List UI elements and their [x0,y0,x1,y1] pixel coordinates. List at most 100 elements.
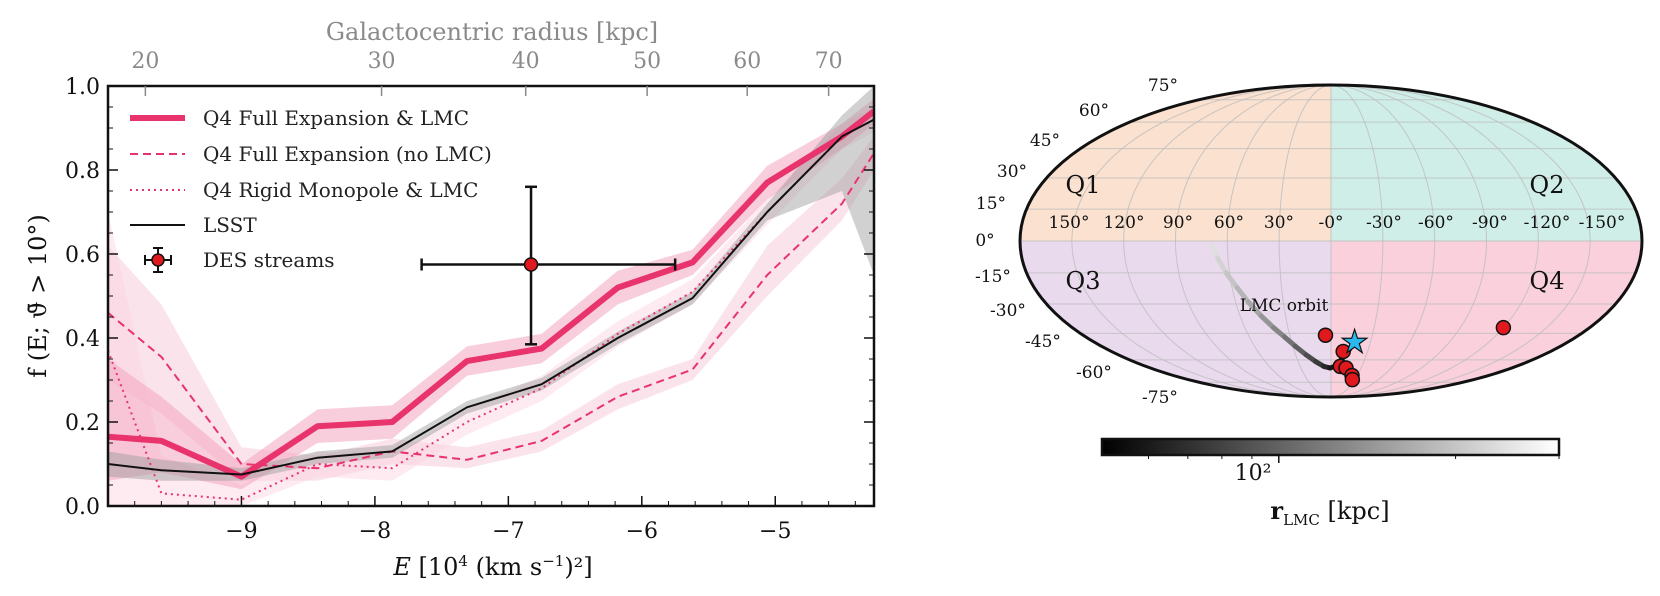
x-axis-label: E [104 (km s−1)²] [392,552,592,581]
left-panel: −9 −8 −7 −6 −5 0.0 0.2 0.4 0.6 0.8 1.0 20 30 40 50 60 70… [24,18,876,581]
colorbar-ticks [1148,455,1560,463]
lon-label: 150° [1049,213,1090,233]
x-tick-label: −8 [359,519,391,544]
orbit-segment [1215,255,1229,276]
orbit-segment [1234,285,1251,305]
des-point [523,257,539,272]
quadrant-label-q1: Q1 [1066,171,1101,199]
colorbar-frame [1100,437,1561,457]
des-stream-point [1495,319,1512,336]
lat-label: 45° [1030,131,1060,151]
top-tick-label: 60 [733,49,761,74]
right-panel: ★ Q1 Q2 Q3 Q4 150° 120° 90° 60° 30° -0° … [975,76,1644,529]
y-tick-label: 0.2 [65,411,100,436]
x-tick-label: −5 [759,519,791,544]
lat-label: -75° [1142,388,1178,408]
des-errorbar [420,185,677,346]
graticule-lon [1330,85,1436,397]
lmc-orbit [1209,242,1358,371]
lat-label: -60° [1076,363,1112,383]
graticule-lon [1226,85,1332,397]
graticule-lon [1330,85,1539,397]
quadrant-q3 [1020,241,1331,397]
lmc-position-star: ★ [1340,323,1369,361]
colorbar-label: rLMC [kpc] [1270,496,1389,529]
lon-label: -30° [1366,213,1402,233]
lat-label: -15° [975,267,1011,287]
legend-label-no-lmc: Q4 Full Expansion (no LMC) [203,142,492,166]
legend: Q4 Full Expansion & LMC Q4 Full Expansio… [130,106,492,273]
colorbar: 10² rLMC [kpc] [1100,437,1561,529]
orbit-segment [1245,299,1264,319]
legend-swatch-des [144,247,172,273]
graticule-lon [1123,85,1332,397]
series-line-0 [108,108,874,480]
x-tick-label: −6 [626,519,658,544]
des-stream-points: ★ [1317,319,1512,388]
lat-label: 30° [997,162,1027,182]
quadrant-label-q2: Q2 [1530,171,1565,199]
y-axis-label: f (E; ϑ̄ > 10°) [24,214,52,378]
graticule-lon [1330,85,1591,397]
mollweide-map: ★ [1020,85,1642,397]
graticule-lon [1330,85,1488,397]
lon-label: 90° [1163,213,1193,233]
top-tick-label: 70 [815,49,843,74]
lon-label: -120° [1524,213,1571,233]
top-tick-label: 30 [368,49,396,74]
quadrant-q4 [1331,241,1642,397]
y-tick-label: 1.0 [65,75,100,100]
graticule-lon [1330,85,1384,397]
lmc-orbit-label: LMC orbit [1240,296,1329,316]
map-outline [1018,83,1644,399]
latitude-labels: 75° 60° 45° 30° 15° 0° -15° -30° -45° -6… [975,76,1178,408]
lat-label: -45° [1025,332,1061,352]
orbit-segment [1223,270,1240,291]
y-tick-label: 0.8 [65,159,100,184]
legend-label-des: DES streams [203,248,335,272]
des-stream-point [1344,371,1361,388]
top-tick-label: 40 [512,49,540,74]
series-line-3 [108,118,874,476]
left-plot-area [108,86,874,506]
lat-label: 75° [1148,76,1178,96]
y-tick-label: 0.4 [65,327,100,352]
map-graticule [1020,85,1642,397]
colorbar-gradient [1102,439,1559,455]
orbit-segment [1258,313,1277,331]
lat-label: 60° [1079,101,1109,121]
top-tick-label: 50 [633,49,661,74]
lon-label: -60° [1418,213,1454,233]
lon-label: -90° [1472,213,1508,233]
y-tick-label: 0.0 [65,495,100,520]
lon-label: 120° [1104,213,1145,233]
series-line-1 [108,152,874,470]
colorbar-tick-label: 10² [1235,461,1272,486]
x-tick-label: −9 [225,519,257,544]
lat-label: 15° [976,194,1006,214]
top-axis-label: Galactocentric radius [kpc] [326,18,658,46]
top-tick-label: 20 [131,49,159,74]
y-tick-label: 0.6 [65,243,100,268]
lat-label: -30° [990,301,1026,321]
des-stream-point [1317,327,1334,343]
legend-label-lsst: LSST [203,213,257,237]
lon-label: 30° [1264,213,1294,233]
lon-label: -0° [1318,213,1343,233]
graticule-lon [1278,85,1332,397]
series-band-3 [108,86,874,481]
lat-label: 0° [975,231,994,251]
quadrant-label-q4: Q4 [1530,267,1565,295]
x-tick-label: −7 [492,519,524,544]
lon-label: 60° [1214,213,1244,233]
quadrant-label-q3: Q3 [1066,267,1101,295]
left-axis-ticks: −9 −8 −7 −6 −5 0.0 0.2 0.4 0.6 0.8 1.0 20 30 40 50 60 70 [65,49,874,544]
longitude-labels: 150° 120° 90° 60° 30° -0° -30° -60° -90°… [1049,213,1626,233]
legend-label-rigid: Q4 Rigid Monopole & LMC [203,178,478,202]
lon-label: -150° [1579,213,1626,233]
orbit-segment [1348,340,1358,349]
legend-label-full-lmc: Q4 Full Expansion & LMC [203,106,469,130]
graticule-lon [1071,85,1332,397]
graticule-lon [1174,85,1332,397]
